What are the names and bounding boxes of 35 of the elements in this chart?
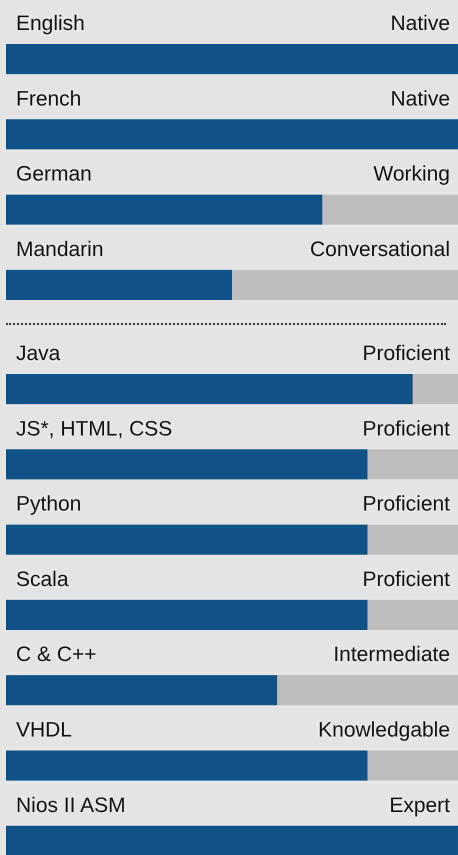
bar xyxy=(368,750,458,781)
bar xyxy=(6,826,458,855)
bar xyxy=(6,750,368,781)
bar xyxy=(6,600,368,630)
text: Native xyxy=(390,87,450,110)
text: Intermediate xyxy=(333,643,450,666)
text: Proficient xyxy=(362,492,450,516)
y-tick-label: English xyxy=(16,12,85,36)
y-tick-label: Mandarin xyxy=(16,238,104,261)
y-tick-label: French xyxy=(16,87,82,110)
text: Knowledgable xyxy=(318,718,450,742)
y-tick-label: Nios II ASM xyxy=(16,794,126,817)
text: Proficient xyxy=(362,568,450,591)
y-tick-label: German xyxy=(16,162,92,186)
y-tick-label: Python xyxy=(16,492,82,516)
y-tick-label: VHDL xyxy=(16,718,72,742)
text: Native xyxy=(390,12,450,36)
bar xyxy=(368,449,458,480)
bar xyxy=(368,524,458,555)
text: Proficient xyxy=(362,417,450,440)
bar xyxy=(6,675,278,706)
text: Proficient xyxy=(362,342,450,366)
bar xyxy=(277,675,458,706)
y-tick-label: JS*, HTML, CSS xyxy=(16,417,172,440)
text: Expert xyxy=(389,794,450,817)
text: Working xyxy=(373,162,450,186)
bar xyxy=(6,374,413,404)
bar xyxy=(412,374,458,404)
y-tick-label: Java xyxy=(16,342,61,366)
y-tick-label: Scala xyxy=(16,568,69,591)
bar xyxy=(6,449,368,480)
y-tick-label: C & C++ xyxy=(16,643,96,666)
bar xyxy=(6,524,368,555)
text: Conversational xyxy=(310,238,450,261)
bar xyxy=(368,600,458,630)
